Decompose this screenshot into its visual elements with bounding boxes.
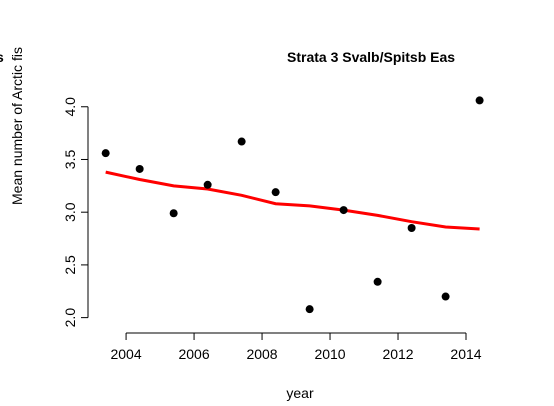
chart-title: Strata 3 Svalb/Spitsb Eas	[287, 49, 455, 65]
x-tick-label: 2006	[178, 346, 209, 362]
point	[373, 277, 382, 286]
y-tick-label: 2.0	[62, 308, 78, 328]
x-tick-label: 2004	[110, 346, 141, 362]
x-tick-label: 2008	[246, 346, 277, 362]
y-tick-label: 2.5	[62, 255, 78, 275]
x-tick-label: 2010	[314, 346, 345, 362]
y-tick-label: 3.0	[62, 202, 78, 222]
point	[135, 164, 144, 173]
point	[339, 206, 348, 215]
point	[441, 292, 450, 301]
point	[237, 137, 246, 146]
point	[169, 209, 178, 218]
point	[271, 188, 280, 197]
chart-title-fragment: s	[0, 49, 4, 65]
x-axis-label: year	[286, 385, 314, 401]
point	[203, 180, 212, 189]
x-tick-label: 2012	[382, 346, 413, 362]
point	[101, 149, 110, 158]
y-axis-label: Mean number of Arctic fis	[9, 47, 25, 205]
point	[475, 96, 484, 105]
y-tick-label: 3.5	[62, 150, 78, 170]
y-tick-label: 4.0	[62, 97, 78, 117]
point	[305, 305, 314, 314]
smooth-line	[105, 170, 480, 231]
point	[407, 224, 416, 233]
x-tick-label: 2014	[450, 346, 481, 362]
